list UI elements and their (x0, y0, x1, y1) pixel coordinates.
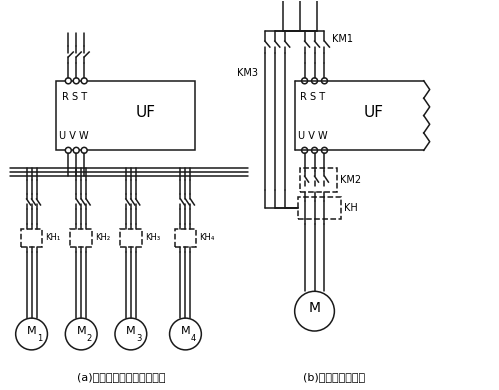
Circle shape (295, 291, 334, 331)
Circle shape (65, 78, 71, 84)
Text: (b)变频和工频切换: (b)变频和工频切换 (303, 372, 365, 382)
Circle shape (311, 147, 317, 153)
Circle shape (301, 78, 307, 84)
Circle shape (73, 147, 79, 153)
Text: M: M (126, 326, 136, 336)
Circle shape (81, 78, 87, 84)
Text: U V W: U V W (298, 131, 327, 142)
Text: 3: 3 (136, 335, 142, 344)
Text: M: M (181, 326, 190, 336)
Circle shape (81, 147, 87, 153)
Circle shape (321, 147, 327, 153)
Circle shape (321, 78, 327, 84)
Text: KM3: KM3 (237, 68, 258, 78)
Text: UF: UF (136, 105, 156, 120)
Text: UF: UF (364, 105, 384, 120)
Circle shape (65, 318, 97, 350)
Bar (175, 229, 197, 246)
Circle shape (65, 147, 71, 153)
Text: (a)一台变频器接多台电动机: (a)一台变频器接多台电动机 (77, 372, 165, 382)
Bar (120, 229, 142, 246)
Text: 4: 4 (191, 335, 196, 344)
Text: KM2: KM2 (340, 175, 361, 185)
Circle shape (73, 78, 79, 84)
Text: KH₂: KH₂ (95, 233, 110, 242)
Text: KM1: KM1 (332, 34, 353, 44)
Text: KH: KH (344, 203, 358, 213)
Circle shape (115, 318, 147, 350)
Text: KH₄: KH₄ (200, 233, 215, 242)
Text: KH₁: KH₁ (45, 233, 61, 242)
Bar (56, 81, 196, 150)
Text: M: M (27, 326, 36, 336)
Text: R S T: R S T (62, 92, 87, 102)
Bar (298, 197, 341, 219)
Circle shape (311, 78, 317, 84)
Text: M: M (308, 301, 320, 315)
Bar (20, 229, 42, 246)
Circle shape (170, 318, 201, 350)
Circle shape (301, 147, 307, 153)
Text: 1: 1 (37, 335, 42, 344)
Text: R S T: R S T (300, 92, 325, 102)
Circle shape (15, 318, 47, 350)
Text: M: M (76, 326, 86, 336)
Bar (70, 229, 92, 246)
Bar (299, 168, 337, 192)
Text: 2: 2 (86, 335, 92, 344)
Text: U V W: U V W (59, 131, 89, 142)
Text: KH₃: KH₃ (145, 233, 160, 242)
